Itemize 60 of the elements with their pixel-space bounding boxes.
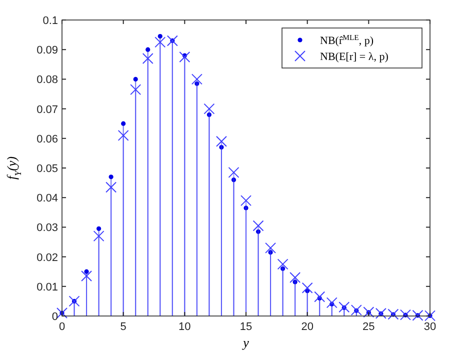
point <box>265 242 276 254</box>
point <box>133 76 138 82</box>
point <box>206 112 212 118</box>
x-tick-label: 30 <box>424 321 436 333</box>
point <box>290 272 301 284</box>
y-tick-label: 0.06 <box>36 133 58 146</box>
y-tick-label: 0 <box>52 311 58 323</box>
point <box>256 229 261 234</box>
y-tick-label: 0.07 <box>36 104 58 116</box>
point <box>240 195 252 206</box>
point <box>231 178 236 182</box>
point <box>93 230 104 242</box>
y-tick-label: 0.1 <box>42 15 58 27</box>
y-tick-label: 0.05 <box>36 163 58 175</box>
y-tick-label: 0.04 <box>36 192 58 205</box>
point <box>106 182 117 193</box>
point <box>216 136 227 147</box>
point <box>96 226 102 231</box>
point <box>121 121 126 126</box>
point <box>326 297 338 308</box>
x-tick-label: 5 <box>120 321 126 333</box>
point <box>314 291 326 302</box>
point <box>277 258 288 270</box>
point <box>142 52 154 64</box>
point <box>56 308 68 319</box>
x-tick-label: 10 <box>178 321 191 333</box>
point <box>252 220 264 232</box>
y-tick-label: 0.03 <box>36 222 58 234</box>
y-tick-label: 0.02 <box>36 252 58 264</box>
point <box>158 34 162 39</box>
x-tick-label: 25 <box>362 321 375 333</box>
x-axis-title: y <box>241 335 250 350</box>
point <box>108 174 114 180</box>
legend-label: NB(E[r] = λ, p) <box>320 51 389 63</box>
point <box>179 52 190 62</box>
point <box>194 81 200 86</box>
y-tick-label: 0.08 <box>36 74 58 86</box>
point <box>81 270 92 282</box>
x-tick-label: 0 <box>58 321 66 333</box>
point <box>191 74 202 85</box>
point <box>350 304 362 316</box>
x-tick-label: 15 <box>240 321 252 333</box>
point <box>118 130 129 141</box>
point <box>219 144 224 150</box>
point <box>228 166 240 178</box>
point <box>68 296 80 307</box>
legend-label: NB(r̂$^{MLE}$, p) <box>320 32 374 47</box>
point <box>280 266 286 271</box>
point <box>268 250 273 255</box>
x-tick-label: 20 <box>301 321 314 333</box>
point <box>338 302 350 313</box>
y-tick-label: 0.09 <box>36 44 58 57</box>
point <box>130 84 142 96</box>
point <box>204 103 215 114</box>
point <box>84 269 89 274</box>
point <box>292 280 298 284</box>
point <box>146 47 150 52</box>
y-tick-label: 0.01 <box>36 281 58 294</box>
point <box>302 282 313 294</box>
point <box>244 206 248 210</box>
